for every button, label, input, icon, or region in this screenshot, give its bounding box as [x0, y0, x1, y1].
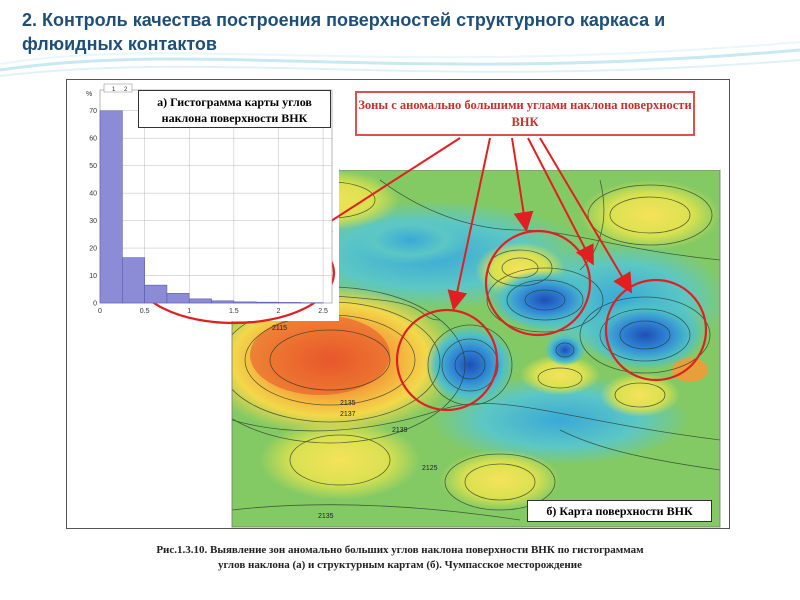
figure-frame	[66, 79, 730, 529]
figure-caption: Рис.1.3.10. Выявление зон аномально боль…	[80, 543, 720, 573]
map-caption-box: б) Карта поверхности ВНК	[527, 500, 712, 522]
caption-line-1: Рис.1.3.10. Выявление зон аномально боль…	[156, 544, 644, 556]
slide-title: 2. Контроль качества построения поверхно…	[22, 10, 666, 54]
caption-line-2: углов наклона (а) и структурным картам (…	[218, 559, 582, 571]
histogram-caption-box: а) Гистограмма карты углов наклона повер…	[138, 90, 331, 128]
anomaly-zones-callout: Зоны с аномально большими углами наклона…	[355, 91, 695, 136]
decorative-wave	[0, 41, 800, 77]
